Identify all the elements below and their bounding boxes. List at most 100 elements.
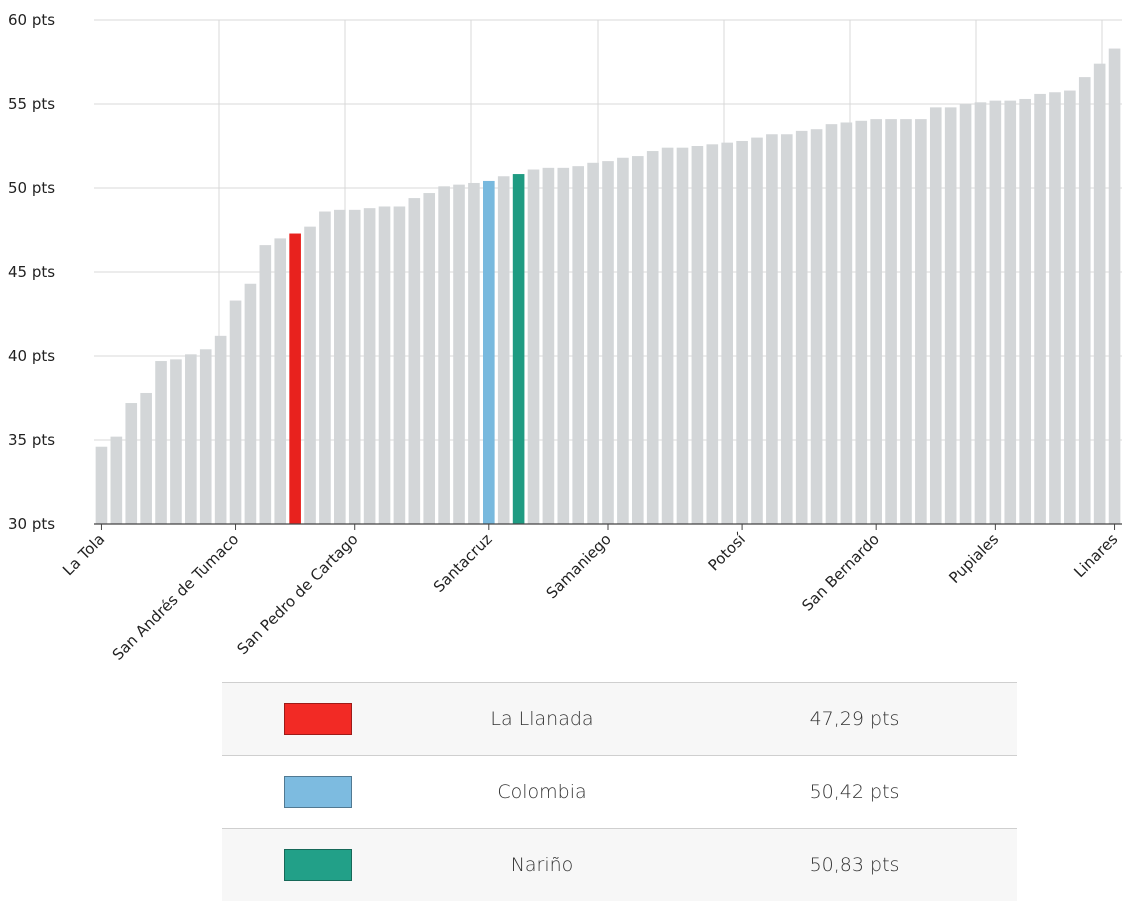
x-tick-label: Samaniego — [543, 530, 615, 602]
bar — [1034, 93, 1046, 525]
bar — [1093, 63, 1106, 525]
legend-value: 47,29 pts — [809, 708, 900, 730]
legend-value: 50,83 pts — [809, 854, 900, 876]
x-tick-label: San Pedro de Cartago — [233, 530, 361, 658]
bar — [885, 119, 897, 525]
y-tick-label: 50 pts — [8, 179, 55, 197]
bar — [468, 182, 480, 524]
bar — [289, 233, 301, 524]
bar — [483, 180, 495, 524]
bar — [661, 147, 674, 524]
bar — [959, 104, 972, 524]
bar — [95, 446, 108, 524]
bar — [751, 137, 763, 524]
bar — [870, 119, 882, 525]
bar — [1019, 98, 1031, 525]
bar — [155, 361, 167, 524]
x-tick-label: Pupiales — [945, 530, 1002, 587]
bar — [185, 354, 197, 524]
bar — [348, 209, 361, 524]
bar — [587, 162, 599, 525]
bar — [542, 167, 555, 524]
bar — [110, 436, 123, 524]
bar — [795, 130, 808, 524]
legend-name: Nariño — [510, 854, 574, 876]
y-tick-label: 40 pts — [8, 347, 55, 365]
bar — [676, 147, 689, 524]
legend-swatch-colombia — [284, 776, 352, 808]
x-tick-label: Linares — [1070, 530, 1121, 581]
bar — [557, 167, 570, 524]
legend-name: Colombia — [497, 781, 587, 803]
legend-swatch-la-llanada — [284, 703, 352, 735]
bar — [1108, 48, 1121, 525]
bar — [140, 392, 152, 524]
x-tick-label: Potosí — [705, 530, 750, 575]
bar — [706, 144, 719, 524]
bar — [319, 211, 331, 524]
bar — [825, 124, 838, 524]
legend-row-narino: Nariño 50,83 pts — [222, 828, 1017, 901]
y-tick-label: 45 pts — [8, 263, 55, 281]
bar — [423, 193, 436, 525]
bar — [408, 198, 421, 524]
legend-row-la-llanada: La Llanada 47,29 pts — [222, 682, 1017, 755]
bar — [617, 157, 629, 524]
bar — [736, 140, 748, 524]
x-tick-label: San Bernardo — [798, 530, 883, 615]
bar — [721, 142, 733, 524]
y-tick-label: 55 pts — [8, 95, 55, 113]
bar — [766, 134, 778, 525]
bar — [1064, 90, 1076, 524]
bar — [363, 208, 376, 524]
bar — [125, 403, 138, 524]
bar-chart: 60 pts 55 pts 50 pts 45 pts 40 pts 35 pts 30 p… — [8, 11, 1122, 664]
legend-value: 50,42 pts — [809, 781, 900, 803]
legend-row-colombia: Colombia 50,42 pts — [222, 755, 1017, 828]
bar — [453, 184, 465, 524]
bar — [334, 209, 346, 524]
bar — [170, 359, 182, 524]
y-tick-labels: 60 pts 55 pts 50 pts 45 pts 40 pts 35 pts 30 p… — [8, 11, 55, 533]
bar — [631, 156, 644, 524]
bar — [646, 151, 659, 525]
bars — [95, 48, 1121, 525]
bar — [989, 100, 1002, 524]
bar — [304, 226, 316, 524]
bar — [1049, 92, 1061, 525]
bar — [393, 206, 406, 525]
legend-name: La Llanada — [490, 708, 594, 730]
legend-table: La Llanada 47,29 pts Colombia 50,42 pts … — [222, 682, 1017, 901]
bar — [527, 169, 540, 524]
bar — [810, 129, 823, 524]
bar — [244, 283, 257, 524]
bar — [214, 335, 227, 524]
bar — [1004, 100, 1017, 524]
bar — [915, 119, 927, 525]
bar — [929, 107, 942, 525]
bar — [229, 300, 242, 524]
bar — [274, 238, 287, 524]
bar — [944, 107, 957, 525]
legend-swatch-narino — [284, 849, 352, 881]
y-tick-label: 30 pts — [8, 515, 55, 533]
x-tick-label: Santacruz — [430, 530, 496, 596]
bar — [199, 349, 212, 524]
y-tick-label: 35 pts — [8, 431, 55, 449]
bar — [1078, 77, 1091, 525]
bar — [855, 120, 868, 525]
x-tick-label: San Andrés de Tumaco — [109, 530, 243, 664]
bar — [259, 245, 272, 524]
bar — [438, 186, 450, 524]
bar — [572, 166, 585, 524]
y-tick-label: 60 pts — [8, 11, 55, 29]
bar — [602, 161, 614, 524]
x-tick-label: La Tola — [59, 530, 108, 579]
bar — [378, 206, 391, 525]
bar — [900, 119, 912, 525]
bar — [840, 122, 853, 524]
bar — [974, 102, 987, 524]
bar — [780, 134, 793, 525]
bar — [497, 176, 510, 525]
